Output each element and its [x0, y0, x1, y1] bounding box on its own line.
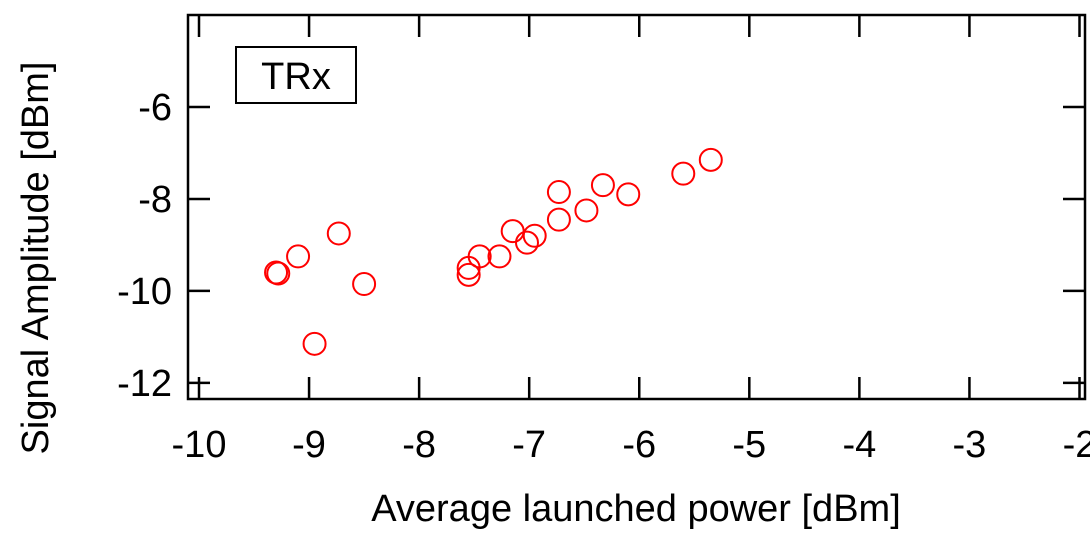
y-tick-label: -6 — [138, 87, 172, 129]
data-point — [522, 223, 547, 248]
data-point — [456, 262, 481, 287]
data-point — [302, 331, 327, 356]
legend-label: TRx — [261, 56, 331, 98]
x-axis-ticks: -10 -9 -8 -7 -6 -5 -4 -3 -2 — [172, 15, 1090, 466]
x-tick-label: -7 — [512, 424, 546, 466]
x-tick-label: -3 — [953, 424, 987, 466]
y-tick-label: -8 — [138, 179, 172, 221]
data-point — [326, 221, 351, 246]
x-tick-label: -6 — [622, 424, 656, 466]
data-point — [616, 182, 641, 207]
x-tick-label: -10 — [172, 424, 227, 466]
data-point — [546, 207, 571, 232]
data-point — [590, 173, 615, 198]
data-point — [352, 272, 377, 297]
x-tick-label: -4 — [842, 424, 876, 466]
y-tick-label: -12 — [117, 363, 172, 405]
x-tick-label: -2 — [1063, 424, 1090, 466]
data-point — [467, 244, 492, 269]
data-point — [574, 198, 599, 223]
data-point — [500, 219, 525, 244]
data-point — [514, 230, 539, 255]
x-tick-label: -8 — [402, 424, 436, 466]
data-point — [698, 147, 723, 172]
x-tick-label: -5 — [732, 424, 766, 466]
y-axis-ticks: -12 -10 -8 -6 — [117, 87, 1085, 405]
data-point — [487, 244, 512, 269]
data-point — [286, 244, 311, 269]
data-point — [671, 161, 696, 186]
x-tick-label: -9 — [292, 424, 326, 466]
data-point — [546, 180, 571, 205]
data-points — [264, 147, 723, 356]
y-axis-label: Signal Amplitude [dBm] — [15, 62, 57, 455]
x-axis-label: Average launched power [dBm] — [371, 488, 901, 530]
y-tick-label: -10 — [117, 271, 172, 313]
plot-frame — [186, 13, 1087, 401]
data-point — [266, 261, 291, 286]
legend-box: TRx — [235, 46, 357, 104]
